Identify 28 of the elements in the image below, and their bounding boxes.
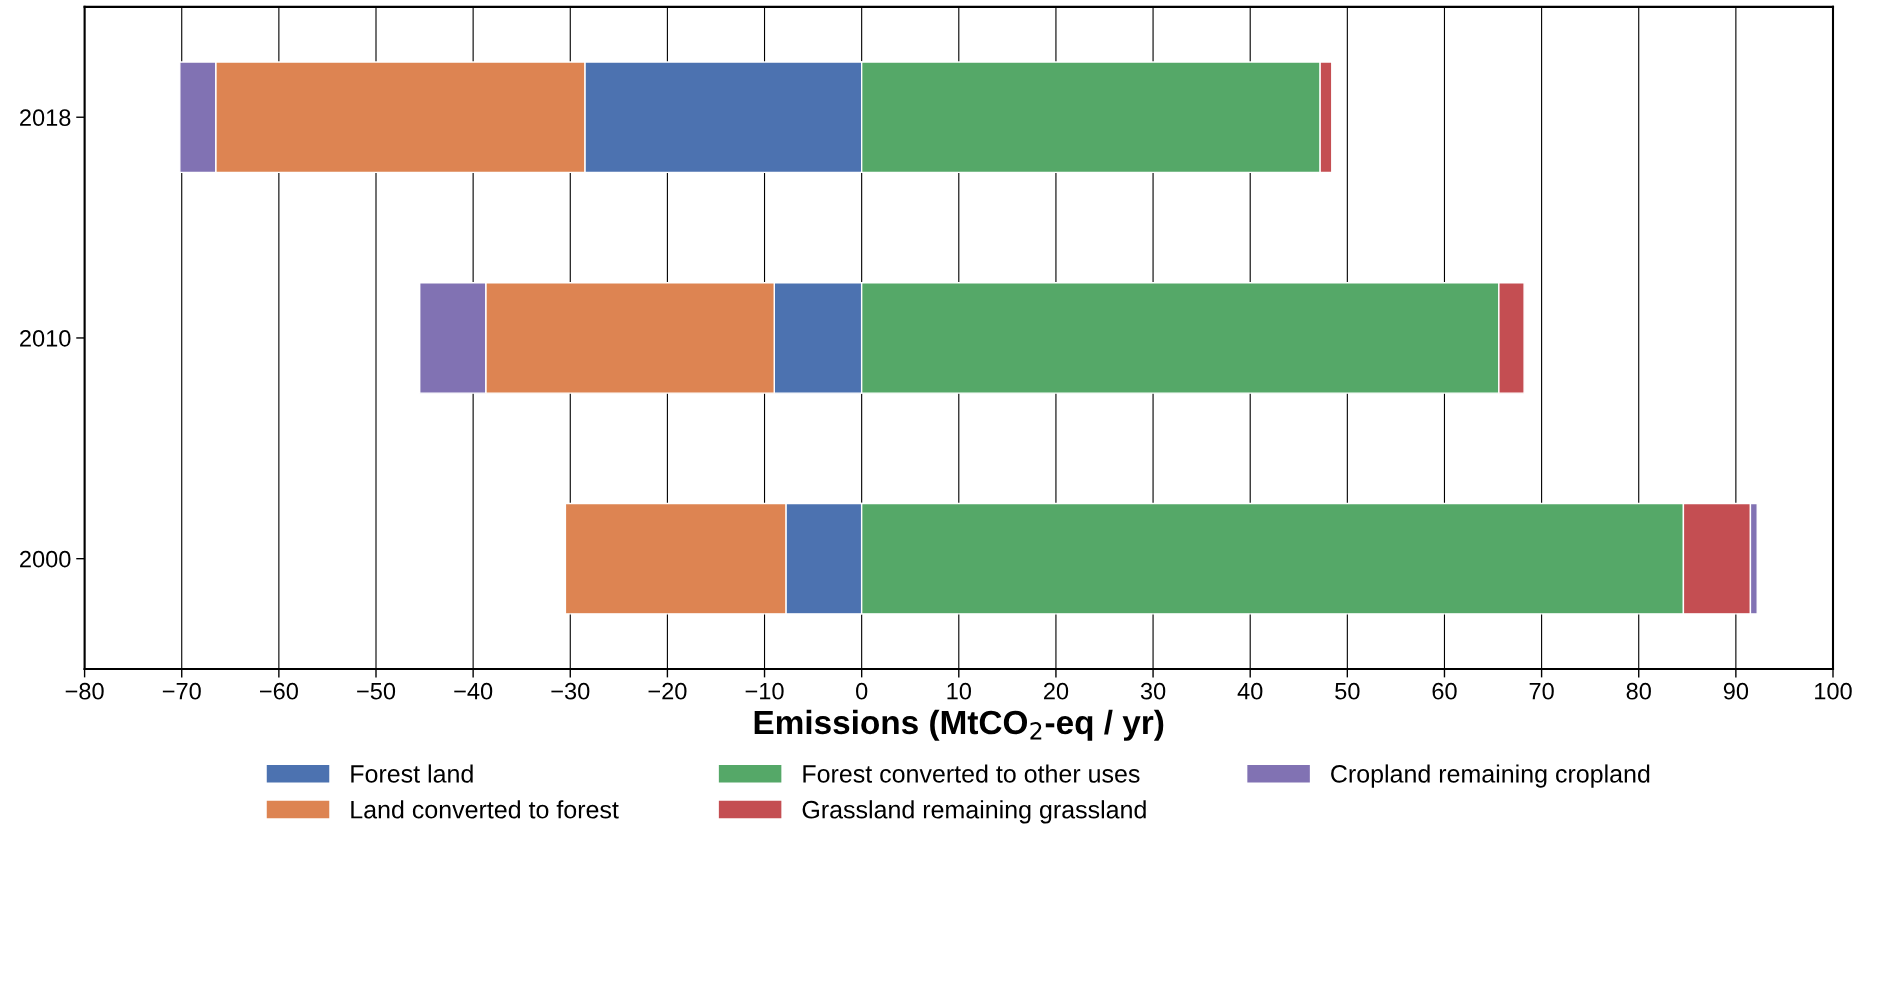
legend-label: Land converted to forest	[351, 800, 619, 819]
x-tick-label: 90	[1723, 682, 1749, 700]
x-tick-label: 70	[1529, 682, 1554, 700]
x-tick-label: 30	[1140, 682, 1166, 700]
x-tick-label: 100	[1815, 682, 1852, 700]
x-tick-label: −70	[162, 682, 201, 700]
x-tick-label: 80	[1626, 682, 1651, 700]
x-tick-label: 50	[1335, 682, 1360, 700]
x-tick-label: −80	[65, 682, 104, 700]
y-tick-label: 2010	[20, 330, 71, 347]
x-tick-label: −50	[357, 682, 396, 700]
y-tick-label: 2018	[20, 109, 71, 127]
x-tick-label: 20	[1043, 682, 1069, 700]
x-tick-label: 0	[856, 682, 868, 700]
x-tick-label: −10	[745, 682, 784, 700]
y-tick-label: 2000	[20, 550, 71, 568]
legend-label: Grassland remaining grassland	[802, 800, 1146, 824]
legend-label: Forest converted to other uses	[803, 764, 1140, 783]
legend-label: Forest land	[351, 764, 473, 783]
x-axis-title: Emissions (MtCO$_{2}$-eq / yr)	[754, 709, 1164, 741]
x-tick-label: 40	[1237, 682, 1263, 700]
x-tick-label: 10	[947, 682, 972, 700]
x-tick-label: −20	[648, 682, 687, 700]
x-tick-label: −60	[260, 682, 298, 700]
x-tick-label: −30	[551, 682, 590, 700]
x-tick-label: −40	[454, 682, 493, 700]
x-tick-label: 60	[1432, 682, 1457, 700]
legend-label: Cropland remaining cropland	[1331, 764, 1650, 788]
